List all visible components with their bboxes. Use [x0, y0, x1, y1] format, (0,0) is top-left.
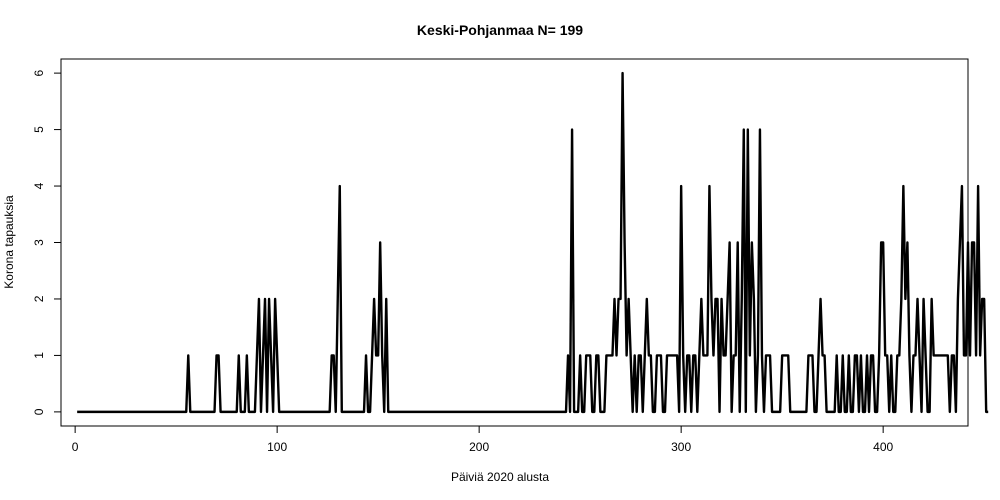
y-tick-label: 1	[32, 352, 46, 359]
y-axis-label: Korona tapauksia	[2, 195, 16, 289]
y-tick-label: 6	[32, 69, 46, 76]
y-tick-label: 0	[32, 408, 46, 415]
y-tick-label: 3	[32, 239, 46, 246]
x-tick-label: 200	[469, 440, 489, 454]
y-tick-label: 4	[32, 182, 46, 189]
y-tick-label: 2	[32, 295, 46, 302]
chart-title: Keski-Pohjanmaa N= 199	[416, 22, 584, 38]
y-axis: 0 1 2 3 4 5 6	[32, 69, 61, 415]
plot-box	[60, 58, 969, 427]
x-tick-label: 0	[72, 440, 79, 454]
x-tick-label: 400	[873, 440, 893, 454]
x-tick-label: 300	[671, 440, 691, 454]
x-axis-label: Päiviä 2020 alusta	[450, 470, 550, 484]
x-axis: 0 100 200 300 400	[72, 426, 893, 454]
y-tick-label: 5	[32, 126, 46, 133]
x-tick-label: 100	[267, 440, 287, 454]
series-line	[77, 71, 989, 414]
